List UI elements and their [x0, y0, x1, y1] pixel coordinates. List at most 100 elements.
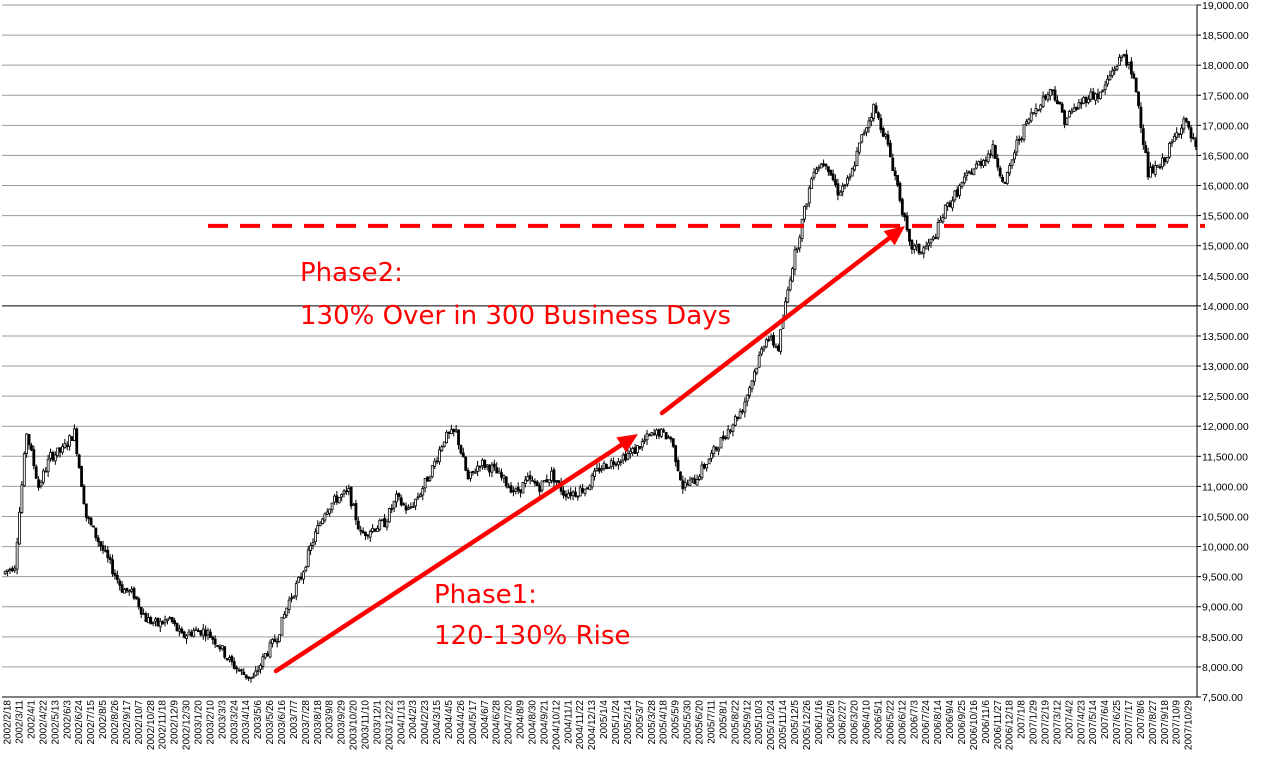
candle-body [135, 596, 138, 600]
y-tick-label: 14,000.00 [1202, 301, 1249, 313]
candle-body [516, 487, 520, 492]
candle-body [6, 569, 9, 572]
candle-body [676, 459, 680, 472]
candle-body [764, 339, 768, 348]
candle-body [1096, 93, 1100, 99]
candle-body [356, 520, 360, 530]
candle-body [1022, 124, 1026, 141]
candle-body [645, 433, 649, 441]
candle-body [149, 617, 153, 624]
x-tick-label: 2006/5/1 [874, 700, 885, 739]
x-tick-label: 2006/1/16 [814, 700, 825, 745]
candle-body [590, 475, 594, 488]
candle-body [63, 443, 67, 449]
x-tick-label: 2003/4/14 [241, 700, 252, 745]
candle-body [917, 243, 921, 254]
candle-body [884, 134, 888, 137]
x-tick-label: 2007/4/23 [1076, 700, 1087, 745]
candle-body [337, 496, 341, 504]
candle-body [230, 656, 234, 662]
candle-body [893, 170, 897, 177]
x-tick-label: 2006/12/18 [1005, 700, 1016, 750]
candle-body [533, 480, 537, 484]
candle-body [805, 203, 809, 207]
candle-body [1170, 141, 1174, 144]
candle-body [1149, 167, 1152, 178]
candle-body [628, 450, 632, 454]
candle-body [440, 446, 444, 452]
x-tick-label: 2007/5/14 [1088, 700, 1099, 745]
x-tick-label: 2005/4/18 [659, 700, 670, 745]
candle-body [46, 459, 50, 473]
candle-body [1103, 84, 1107, 90]
candle-body [144, 613, 148, 623]
candle-body [485, 464, 489, 467]
candle-body [834, 179, 837, 186]
x-tick-label: 2004/1/13 [396, 700, 407, 745]
candle-body [58, 447, 62, 453]
candle-body [1013, 152, 1016, 160]
candle-body [898, 182, 902, 201]
x-tick-label: 2003/2/10 [205, 700, 216, 745]
candle-body [1075, 106, 1078, 110]
candle-body [538, 485, 542, 492]
x-tick-label: 2003/5/26 [265, 700, 276, 745]
candle-body [53, 454, 57, 462]
candle-body [509, 485, 513, 493]
candle-body [929, 238, 933, 244]
x-tick-label: 2005/10/3 [754, 700, 765, 745]
x-tick-label: 2002/8/26 [110, 700, 121, 745]
candle-body [247, 676, 250, 679]
candle-body [829, 169, 833, 176]
candle-body [967, 171, 971, 173]
candle-body [891, 157, 895, 172]
phase1-arrow-shaft [273, 442, 624, 674]
candle-body [10, 568, 14, 572]
candle-body [302, 571, 305, 580]
candle-body [810, 178, 814, 189]
candle-body [473, 471, 477, 474]
candle-body [721, 435, 725, 440]
y-tick-label: 10,500.00 [1202, 511, 1249, 523]
x-tick-label: 2002/4/1 [27, 700, 38, 739]
candle-body [991, 144, 995, 156]
candle-body [984, 159, 988, 162]
candle-body [793, 249, 797, 271]
candle-body [490, 464, 494, 473]
candle-body [1151, 165, 1155, 174]
candle-body [664, 431, 668, 440]
x-tick-label: 2004/7/20 [504, 700, 515, 745]
candle-body [378, 519, 382, 530]
candle-body [118, 580, 122, 586]
candle-body [418, 494, 422, 498]
candle-body [471, 470, 475, 473]
candle-body [397, 493, 401, 497]
candle-body [874, 105, 878, 114]
candle-body [523, 479, 527, 484]
candle-body [729, 430, 732, 433]
candle-body [426, 476, 429, 482]
candle-body [1137, 91, 1140, 107]
y-tick-label: 10,000.00 [1202, 542, 1249, 554]
candle-body [8, 568, 12, 571]
candle-body [612, 461, 616, 465]
candle-body [1098, 91, 1102, 100]
candle-body [574, 491, 577, 497]
y-tick-label: 13,000.00 [1202, 361, 1249, 373]
candle-body [1189, 127, 1193, 139]
candle-body [194, 628, 198, 631]
candle-body [616, 461, 620, 466]
candle-body [282, 614, 286, 619]
candle-body [1144, 145, 1148, 154]
candle-body [593, 470, 596, 477]
candle-body [836, 183, 840, 196]
candle-body [776, 345, 780, 351]
candle-body [960, 182, 964, 187]
candle-body [671, 438, 675, 447]
x-tick-label: 2002/9/17 [122, 700, 133, 745]
candle-body [982, 160, 985, 167]
phase1-arrow [273, 434, 638, 674]
candle-body [681, 480, 685, 490]
candle-body [674, 445, 678, 463]
candle-body [476, 465, 480, 472]
